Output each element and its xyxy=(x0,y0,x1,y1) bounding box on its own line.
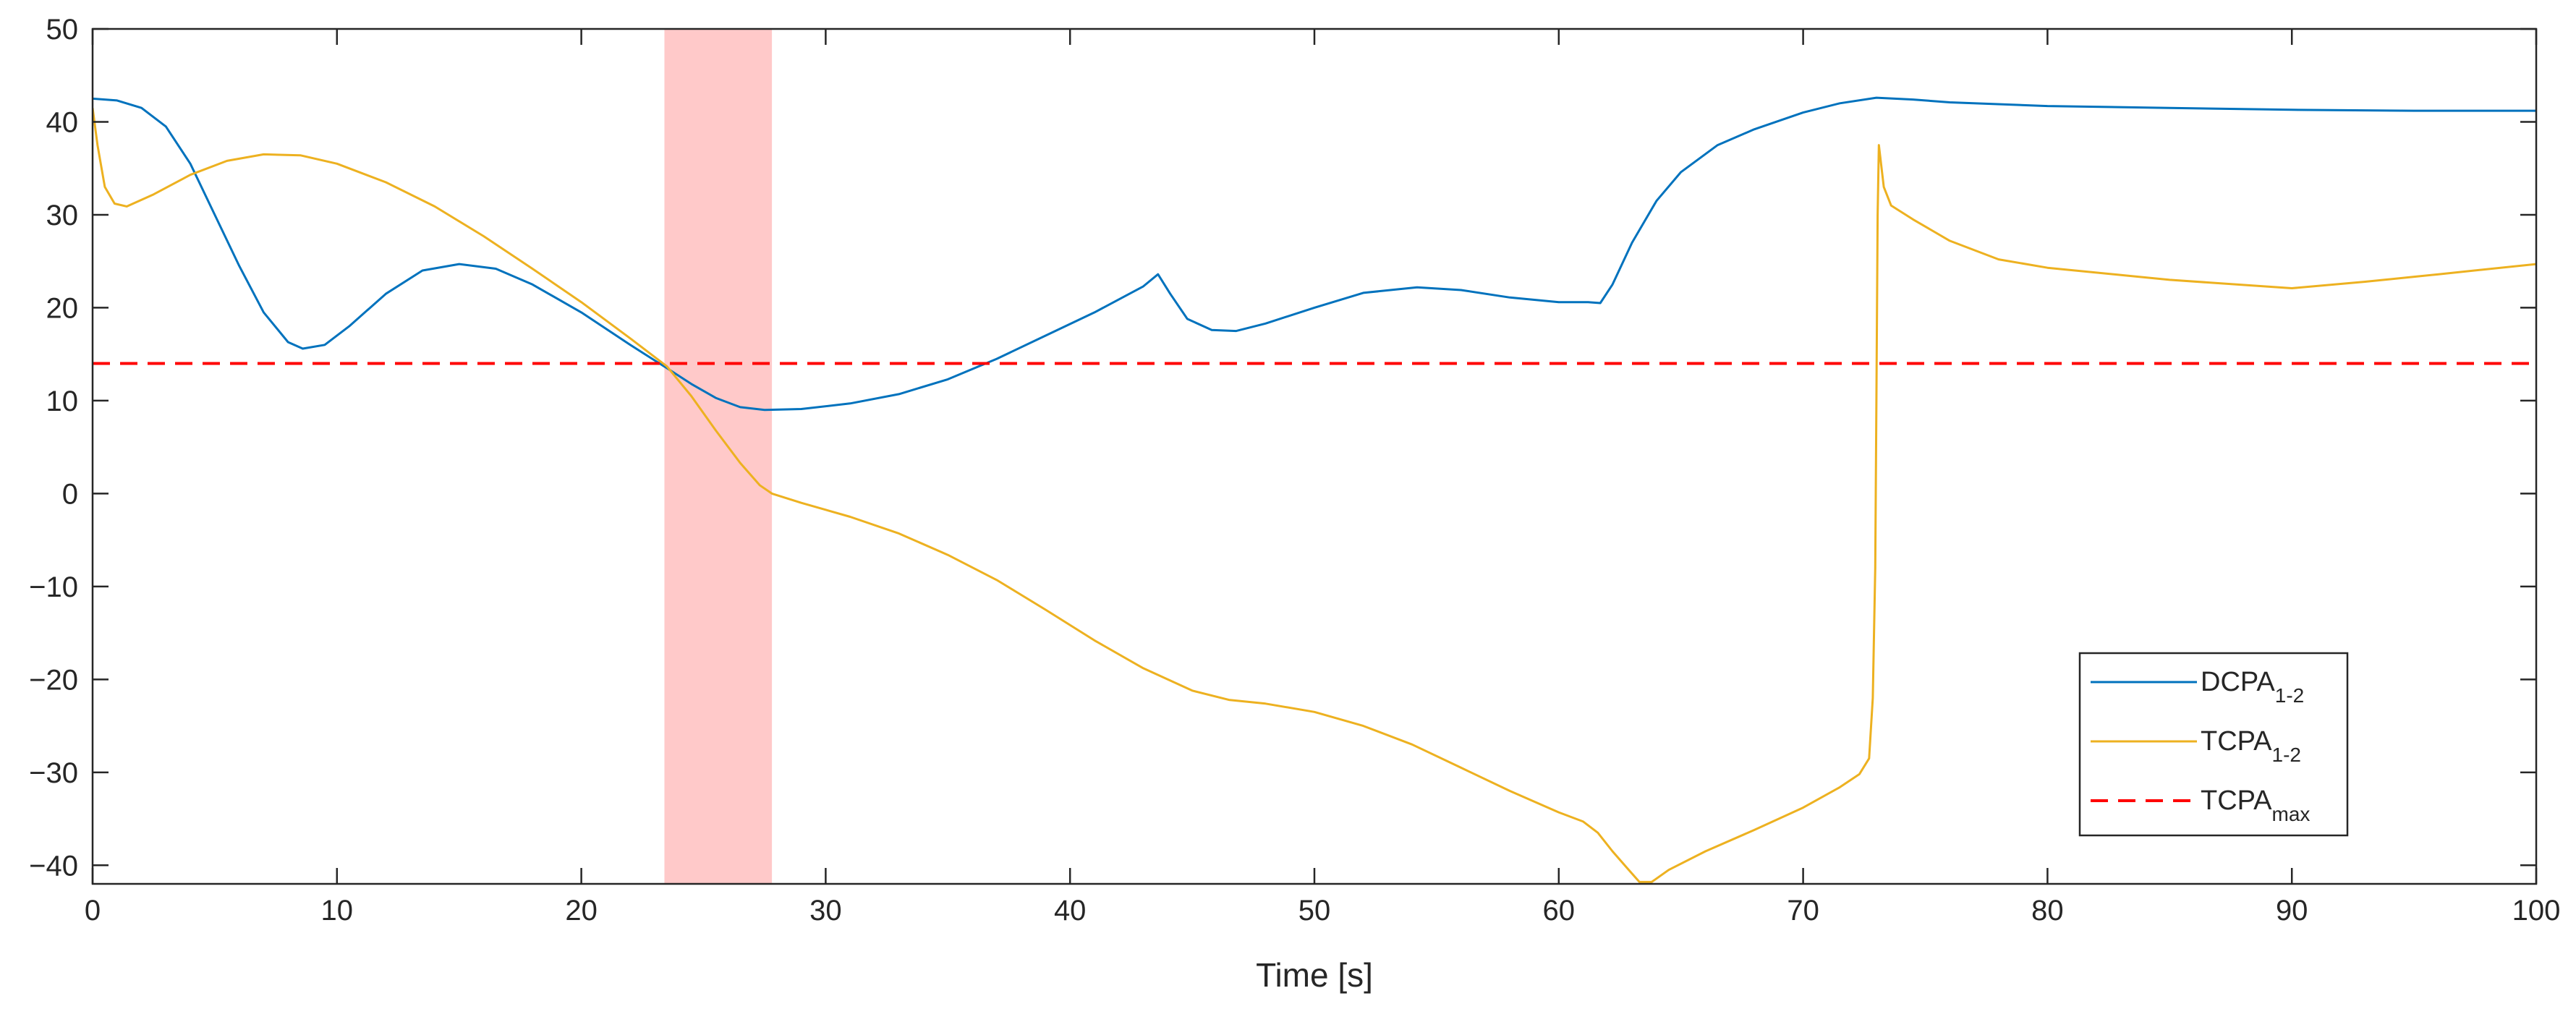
x-tick-label: 100 xyxy=(2512,895,2561,927)
x-tick-label: 40 xyxy=(1054,895,1087,927)
y-tick-label: −10 xyxy=(29,571,78,603)
x-tick-label: 60 xyxy=(1543,895,1576,927)
highlight-region xyxy=(664,29,773,884)
legend-label-subscript: 1-2 xyxy=(2275,684,2304,707)
y-tick-label: 30 xyxy=(46,200,79,231)
y-tick-label: 40 xyxy=(46,106,79,138)
y-tick-label: 50 xyxy=(46,14,79,46)
series-line-tcpa-1-2 xyxy=(93,108,2536,883)
legend-label-subscript: max xyxy=(2272,803,2311,825)
y-tick-label: 20 xyxy=(46,292,79,324)
y-tick-label: −40 xyxy=(29,850,78,882)
legend-label-main: DCPA xyxy=(2201,667,2275,697)
legend-label-main: TCPA xyxy=(2201,786,2272,816)
y-tick-label: 10 xyxy=(46,386,79,417)
legend-label: DCPA1-2 xyxy=(2201,667,2304,707)
x-tick-label: 70 xyxy=(1787,895,1819,927)
x-tick-label: 30 xyxy=(809,895,842,927)
legend-label: TCPAmax xyxy=(2201,786,2310,825)
x-tick-label: 20 xyxy=(565,895,598,927)
y-tick-label: 0 xyxy=(62,478,78,510)
legend-label: TCPA1-2 xyxy=(2201,726,2301,766)
y-tick-label: −30 xyxy=(29,757,78,789)
y-tick-label: −20 xyxy=(29,664,78,696)
x-tick-label: 10 xyxy=(321,895,354,927)
x-tick-label: 90 xyxy=(2276,895,2308,927)
x-tick-label: 80 xyxy=(2031,895,2064,927)
x-tick-label: 50 xyxy=(1298,895,1331,927)
legend-label-main: TCPA xyxy=(2201,726,2272,757)
legend-box xyxy=(2078,652,2349,837)
legend-label-subscript: 1-2 xyxy=(2272,744,2301,766)
x-axis-label: Time [s] xyxy=(1256,956,1373,994)
series-line-dcpa-1-2 xyxy=(93,96,2536,412)
x-tick-label: 0 xyxy=(85,895,101,927)
